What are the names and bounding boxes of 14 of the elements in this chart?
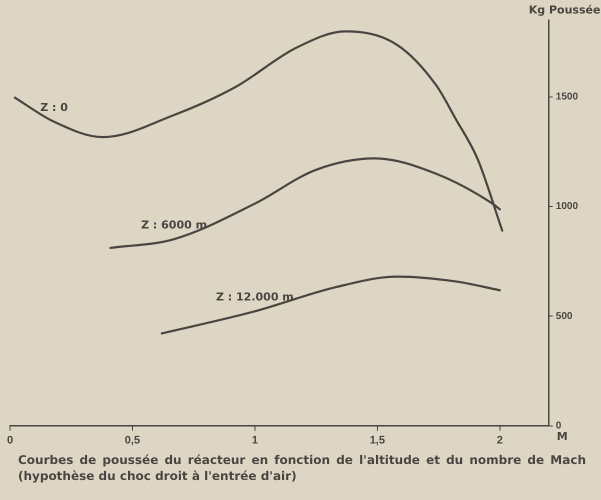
text: Courbes de poussée du réacteur en fonction de l'altitude et du nombre de Mach (hypothèse du choc droit à l'entrée d'air) (18, 452, 586, 484)
y-axis-title: Kg Poussée (528, 3, 600, 16)
x-tick-label: 1,5 (370, 434, 385, 446)
x-tick-label: 0 (6, 434, 14, 446)
x-tick-label: 1 (252, 434, 258, 446)
series-label: Z : 0 (40, 101, 68, 114)
y-tick-label: 1500 (556, 92, 578, 103)
y-tick-label: 1000 (556, 201, 578, 212)
y-tick-label: 0 (556, 420, 562, 432)
y-tick-label: 500 (556, 310, 573, 322)
x-tick-label: 0,5 (124, 434, 140, 446)
line-series (160, 276, 501, 335)
x-tick-label: 2 (496, 434, 503, 446)
x-axis-title: M (556, 430, 568, 444)
